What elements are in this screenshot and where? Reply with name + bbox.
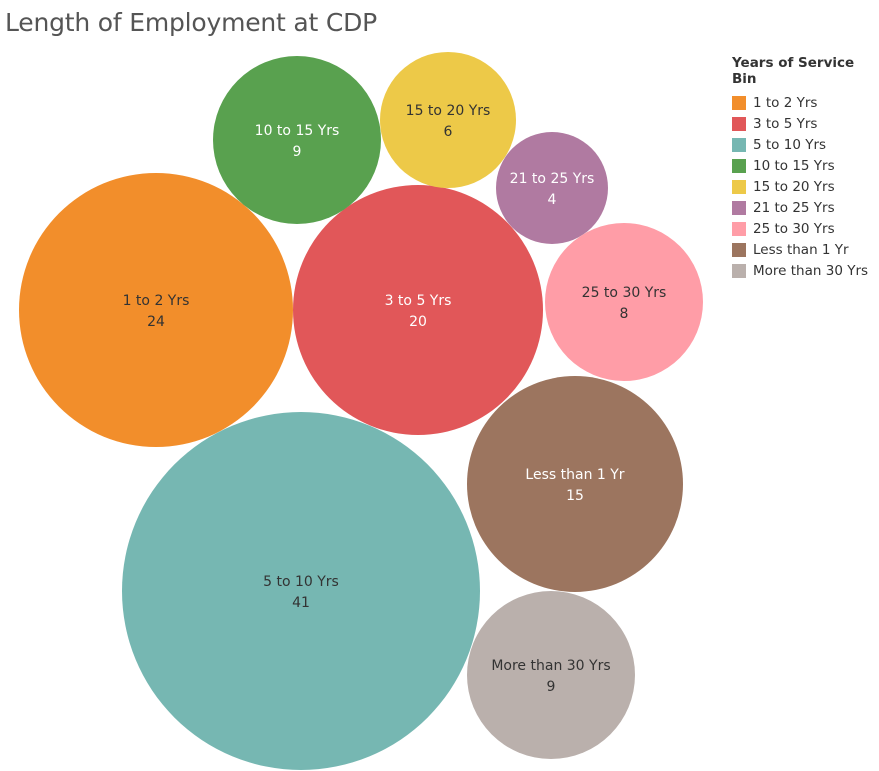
bubble-label-25-to-30-yrs: 25 to 30 Yrs: [582, 285, 667, 301]
bubble-1-to-2-yrs[interactable]: [19, 173, 293, 447]
bubble-label-5-to-10-yrs: 5 to 10 Yrs: [263, 574, 339, 590]
legend-label: 10 to 15 Yrs: [753, 157, 835, 174]
legend-item-1-to-2-yrs[interactable]: 1 to 2 Yrs: [732, 92, 879, 113]
legend-label: 15 to 20 Yrs: [753, 178, 835, 195]
legend-item-less-than-1-yr[interactable]: Less than 1 Yr: [732, 239, 879, 260]
legend-item-15-to-20-yrs[interactable]: 15 to 20 Yrs: [732, 176, 879, 197]
legend-label: 1 to 2 Yrs: [753, 94, 818, 111]
legend: Years of Service Bin 1 to 2 Yrs 3 to 5 Yr…: [732, 55, 879, 281]
bubble-label-1-to-2-yrs: 1 to 2 Yrs: [123, 293, 190, 309]
legend-label: More than 30 Yrs: [753, 262, 869, 279]
bubble-value-3-to-5-yrs: 20: [409, 314, 427, 330]
bubble-10-to-15-yrs[interactable]: [213, 56, 381, 224]
legend-item-25-to-30-yrs[interactable]: 25 to 30 Yrs: [732, 218, 879, 239]
legend-swatch: [732, 200, 746, 215]
legend-item-5-to-10-yrs[interactable]: 5 to 10 Yrs: [732, 134, 879, 155]
legend-swatch: [732, 242, 746, 257]
legend-item-21-to-25-yrs[interactable]: 21 to 25 Yrs: [732, 197, 879, 218]
legend-label: 3 to 5 Yrs: [753, 115, 818, 132]
bubble-value-10-to-15-yrs: 9: [293, 144, 302, 160]
bubble-value-21-to-25-yrs: 4: [548, 192, 557, 208]
bubble-more-than-30-yrs[interactable]: [467, 591, 635, 759]
bubble-value-less-than-1-yr: 15: [566, 488, 584, 504]
legend-label: 25 to 30 Yrs: [753, 220, 835, 237]
legend-swatch: [732, 95, 746, 110]
legend-swatch: [732, 263, 746, 278]
bubble-label-10-to-15-yrs: 10 to 15 Yrs: [255, 123, 340, 139]
bubble-15-to-20-yrs[interactable]: [380, 52, 516, 188]
legend-item-3-to-5-yrs[interactable]: 3 to 5 Yrs: [732, 113, 879, 134]
bubble-label-3-to-5-yrs: 3 to 5 Yrs: [385, 293, 452, 309]
legend-title: Years of Service Bin: [732, 55, 855, 87]
legend-items: 1 to 2 Yrs 3 to 5 Yrs 5 to 10 Yrs 10 to 15 …: [732, 92, 879, 281]
chart-title: Length of Employment at CDP: [5, 8, 378, 37]
bubble-label-15-to-20-yrs: 15 to 20 Yrs: [406, 103, 491, 119]
bubble-label-less-than-1-yr: Less than 1 Yr: [525, 467, 624, 483]
legend-swatch: [732, 116, 746, 131]
bubble-label-more-than-30-yrs: More than 30 Yrs: [491, 658, 610, 674]
legend-swatch: [732, 158, 746, 173]
bubble-value-5-to-10-yrs: 41: [292, 595, 310, 611]
bubble-3-to-5-yrs[interactable]: [293, 185, 543, 435]
bubble-value-more-than-30-yrs: 9: [547, 679, 556, 695]
bubble-label-21-to-25-yrs: 21 to 25 Yrs: [510, 171, 595, 187]
legend-item-more-than-30-yrs[interactable]: More than 30 Yrs: [732, 260, 879, 281]
bubble-25-to-30-yrs[interactable]: [545, 223, 703, 381]
legend-swatch: [732, 179, 746, 194]
legend-swatch: [732, 137, 746, 152]
legend-item-10-to-15-yrs[interactable]: 10 to 15 Yrs: [732, 155, 879, 176]
bubble-value-1-to-2-yrs: 24: [147, 314, 165, 330]
bubble-less-than-1-yr[interactable]: [467, 376, 683, 592]
bubble-value-25-to-30-yrs: 8: [620, 306, 629, 322]
legend-swatch: [732, 221, 746, 236]
legend-label: Less than 1 Yr: [753, 241, 849, 258]
bubbles-group: 1 to 2 Yrs 24 3 to 5 Yrs 20 5 to 10 Yrs 41 10 …: [19, 52, 703, 770]
bubble-21-to-25-yrs[interactable]: [496, 132, 608, 244]
legend-label: 5 to 10 Yrs: [753, 136, 827, 153]
bubble-5-to-10-yrs[interactable]: [122, 412, 480, 770]
legend-label: 21 to 25 Yrs: [753, 199, 835, 216]
bubble-value-15-to-20-yrs: 6: [444, 124, 453, 140]
